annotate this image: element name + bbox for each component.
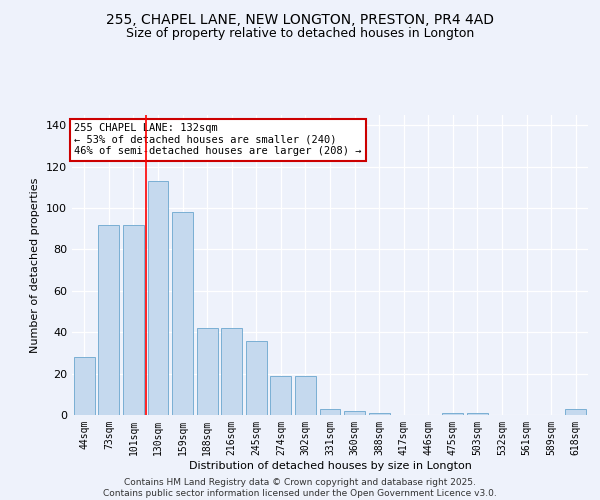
Bar (197, 328, 218, 415)
Bar (368, 413, 389, 415)
Text: Contains HM Land Registry data © Crown copyright and database right 2025.
Contai: Contains HM Land Registry data © Crown c… (103, 478, 497, 498)
Bar (221, 328, 242, 415)
Bar (320, 409, 340, 415)
Text: 255 CHAPEL LANE: 132sqm
← 53% of detached houses are smaller (240)
46% of semi-d: 255 CHAPEL LANE: 132sqm ← 53% of detache… (74, 124, 362, 156)
Bar (148, 181, 169, 415)
Text: Size of property relative to detached houses in Longton: Size of property relative to detached ho… (126, 28, 474, 40)
Bar (172, 212, 193, 415)
Bar (74, 357, 95, 415)
Bar (344, 411, 365, 415)
Bar (123, 224, 144, 415)
Bar (295, 376, 316, 415)
X-axis label: Distribution of detached houses by size in Longton: Distribution of detached houses by size … (188, 460, 472, 470)
Bar (246, 340, 267, 415)
Y-axis label: Number of detached properties: Number of detached properties (31, 178, 40, 352)
Bar (467, 413, 488, 415)
Bar (442, 413, 463, 415)
Text: 255, CHAPEL LANE, NEW LONGTON, PRESTON, PR4 4AD: 255, CHAPEL LANE, NEW LONGTON, PRESTON, … (106, 12, 494, 26)
Bar (98, 224, 119, 415)
Bar (565, 409, 586, 415)
Bar (271, 376, 292, 415)
